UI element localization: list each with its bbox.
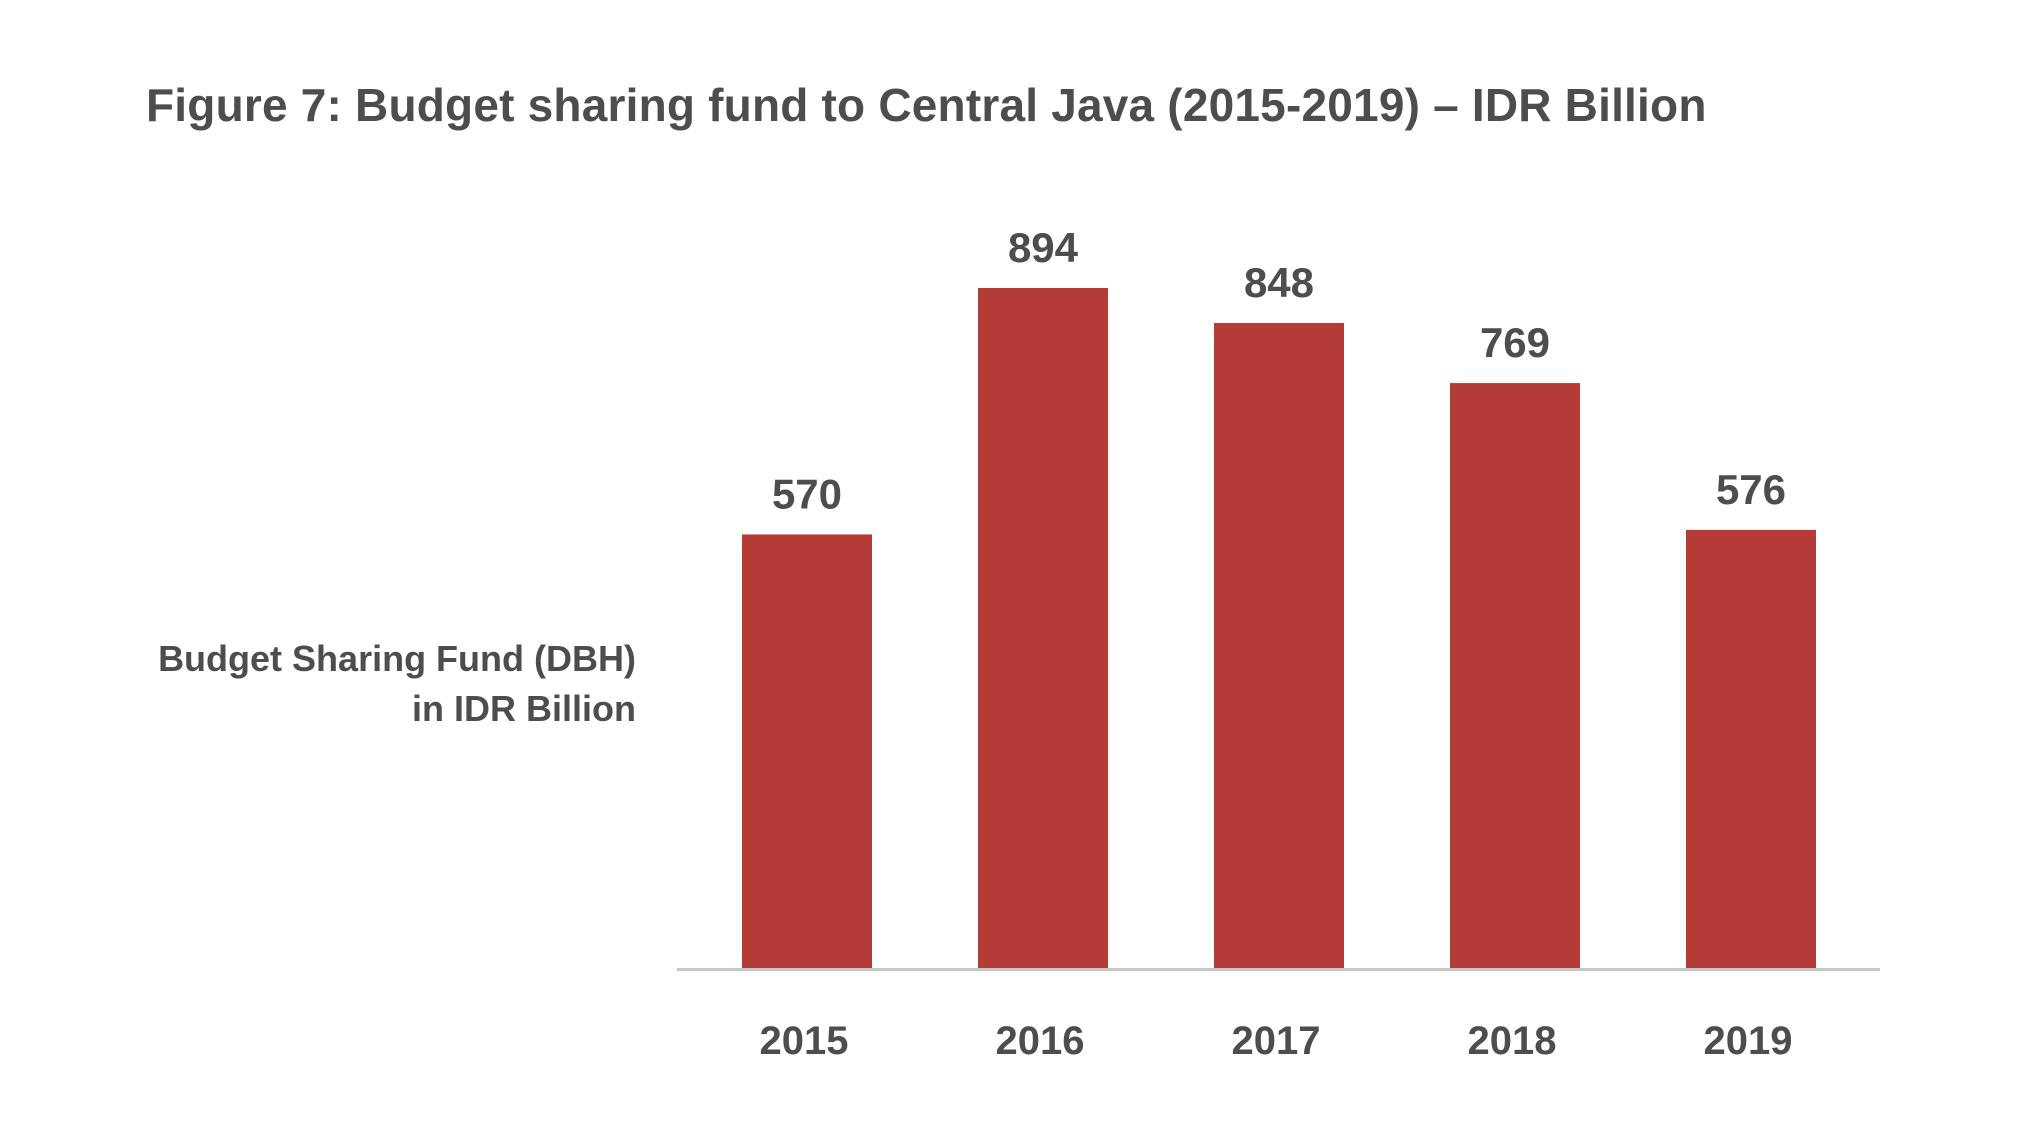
data-label-2017: 848 [1244, 259, 1314, 306]
x-tick-label-2018: 2018 [1468, 1019, 1557, 1063]
labels-layer: 570 894 848 769 576 [772, 224, 1786, 517]
x-tick-label-2017: 2017 [1232, 1019, 1321, 1063]
data-label-2018: 769 [1480, 319, 1550, 366]
chart-title: Figure 7: Budget sharing fund to Central… [146, 79, 1707, 131]
x-tick-label-2016: 2016 [996, 1019, 1085, 1063]
bars-layer [742, 288, 1816, 969]
x-tick-label-2019: 2019 [1704, 1019, 1793, 1063]
data-label-2019: 576 [1716, 466, 1786, 513]
bar-2017 [1214, 322, 1344, 969]
data-label-2016: 894 [1008, 224, 1079, 271]
series-label-line-1: Budget Sharing Fund (DBH) [158, 638, 636, 679]
bar-2019 [1686, 529, 1816, 968]
data-label-2015: 570 [772, 470, 842, 517]
bar-2018 [1450, 383, 1580, 968]
ticks-layer: 2015 2016 2017 2018 2019 [760, 1019, 1793, 1063]
series-label-line-2: in IDR Billion [412, 688, 636, 729]
bar-2015 [742, 534, 872, 968]
bar-2016 [978, 288, 1108, 968]
series-label: Budget Sharing Fund (DBH) in IDR Billion [158, 634, 636, 734]
x-tick-label-2015: 2015 [760, 1019, 849, 1063]
